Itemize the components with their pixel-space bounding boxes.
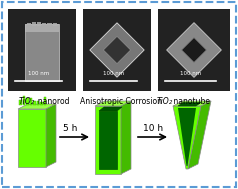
Text: 5 h: 5 h: [63, 124, 77, 133]
Bar: [44, 97, 46, 105]
Bar: [158, 9, 230, 91]
Bar: [26, 98, 29, 105]
Polygon shape: [95, 101, 131, 106]
Polygon shape: [173, 101, 211, 106]
Polygon shape: [46, 104, 56, 167]
Text: 100 nm: 100 nm: [103, 71, 124, 76]
Text: TiO: TiO: [19, 97, 32, 105]
Polygon shape: [99, 107, 122, 111]
Polygon shape: [121, 101, 131, 174]
Text: nanorod: nanorod: [33, 97, 69, 105]
Bar: [32, 22, 36, 26]
Polygon shape: [188, 101, 211, 169]
Bar: [47, 23, 51, 25]
Polygon shape: [173, 106, 201, 169]
Polygon shape: [182, 38, 206, 62]
Text: TiO: TiO: [157, 97, 170, 105]
Polygon shape: [90, 23, 144, 77]
Polygon shape: [18, 104, 56, 109]
Bar: [30, 98, 32, 105]
Bar: [19, 100, 21, 105]
Text: 100 nm: 100 nm: [180, 71, 201, 76]
Polygon shape: [167, 23, 221, 77]
Bar: [42, 23, 46, 25]
Bar: [36, 101, 39, 105]
Bar: [99, 111, 117, 169]
Bar: [25, 24, 59, 81]
Text: 2: 2: [169, 100, 173, 105]
Text: 10 h: 10 h: [143, 124, 163, 133]
Bar: [25, 24, 59, 32]
Bar: [37, 22, 41, 26]
Polygon shape: [103, 36, 131, 64]
Bar: [8, 9, 76, 91]
Bar: [27, 23, 31, 25]
Polygon shape: [178, 108, 196, 166]
Polygon shape: [178, 102, 201, 106]
Bar: [53, 22, 57, 26]
Polygon shape: [95, 106, 121, 174]
Bar: [83, 9, 151, 91]
Polygon shape: [18, 109, 46, 167]
Text: 2: 2: [31, 100, 35, 105]
Bar: [40, 102, 43, 105]
Text: Anisotropic Corrosion: Anisotropic Corrosion: [80, 97, 162, 105]
Text: nanotube: nanotube: [171, 97, 210, 105]
Bar: [33, 101, 35, 105]
Bar: [23, 96, 25, 105]
Text: 100 nm: 100 nm: [28, 71, 49, 76]
